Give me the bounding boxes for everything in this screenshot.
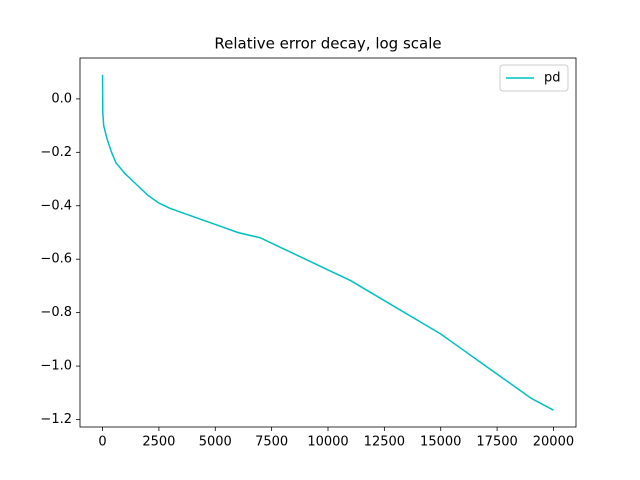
x-tick-label: 10000 [307,435,348,450]
x-tick-label: 17500 [476,435,517,450]
y-tick-label: −1.2 [40,412,72,427]
legend-label: pd [544,71,561,86]
y-tick-label: −0.2 [40,145,72,160]
chart-title: Relative error decay, log scale [214,35,441,53]
y-tick-label: −0.8 [40,305,72,320]
x-tick-label: 20000 [533,435,574,450]
x-tick-label: 2500 [142,435,175,450]
y-tick-label: −1.0 [40,359,72,374]
x-tick-label: 12500 [364,435,405,450]
x-tick-label: 7500 [255,435,288,450]
line-series [101,74,554,411]
x-tick-label: 0 [98,435,106,450]
y-tick-label: −0.6 [40,252,72,267]
x-tick-label: 15000 [420,435,461,450]
y-tick-label: 0.0 [51,91,72,106]
y-tick-label: −0.4 [40,198,72,213]
x-tick-label: 5000 [199,435,232,450]
